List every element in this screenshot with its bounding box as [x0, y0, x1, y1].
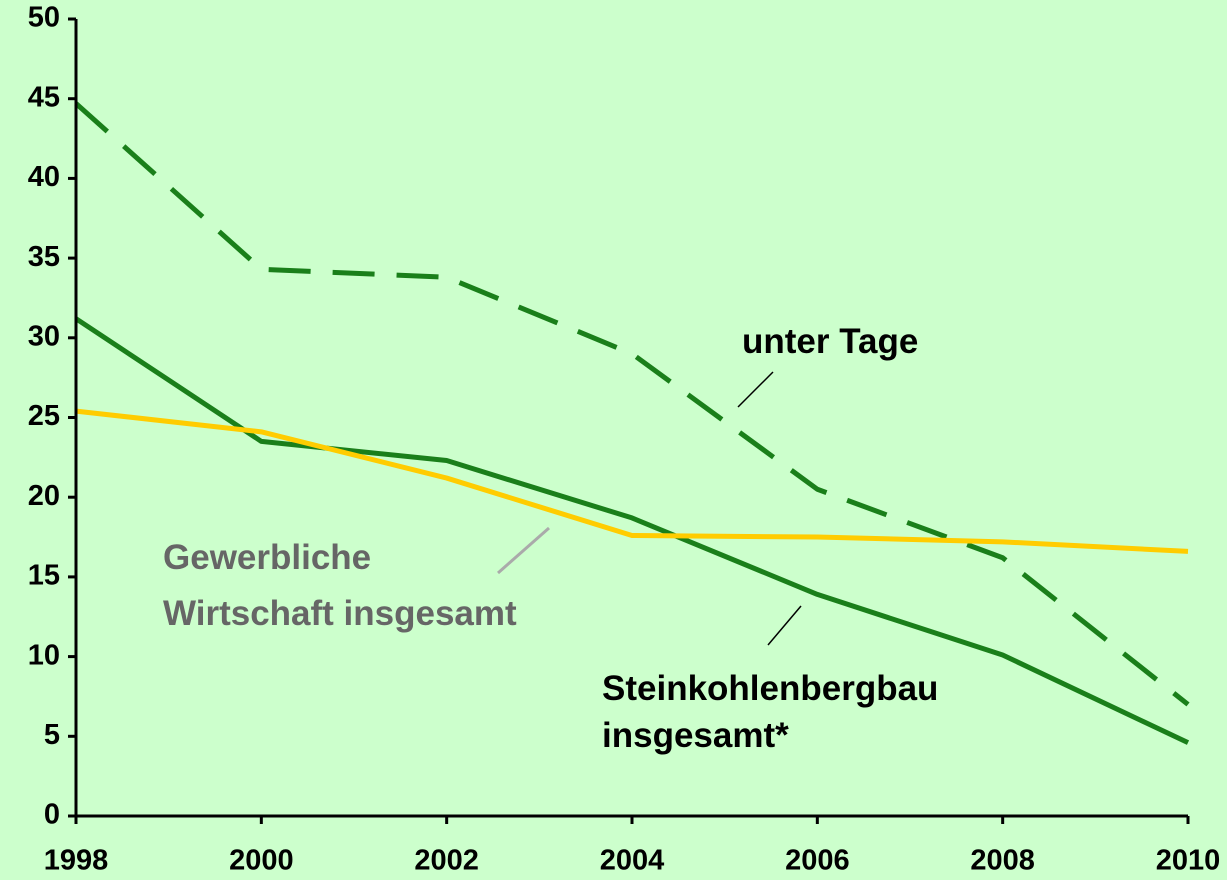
y-tick-label: 15 — [28, 560, 60, 592]
y-tick-label: 30 — [28, 320, 60, 352]
x-tick-label: 1998 — [44, 845, 109, 877]
y-tick-label: 50 — [28, 2, 60, 34]
series-line — [74, 101, 1190, 707]
x-tick-label: 2006 — [785, 845, 850, 877]
series-label: Steinkohlenbergbau insgesamt* — [602, 669, 939, 755]
x-tick-label: 2010 — [1156, 845, 1221, 877]
series-label: Gewerbliche Wirtschaft insgesamt — [163, 538, 517, 633]
leader-line — [497, 526, 550, 575]
leader-line — [737, 371, 774, 408]
leader-line — [767, 605, 802, 646]
y-tick-label: 40 — [28, 161, 60, 193]
y-tick-label: 20 — [28, 480, 60, 512]
series-line — [74, 316, 1190, 745]
series-line — [75, 408, 1189, 554]
y-tick-label: 0 — [44, 799, 60, 831]
x-tick-label: 2008 — [970, 845, 1035, 877]
x-tick-label: 2000 — [229, 845, 294, 877]
y-tick-label: 10 — [28, 639, 60, 671]
x-tick-label: 2002 — [414, 845, 479, 877]
y-tick-label: 35 — [28, 241, 60, 273]
y-tick-label: 5 — [44, 719, 60, 751]
y-tick-label: 25 — [28, 400, 60, 432]
series-label: unter Tage — [742, 322, 919, 361]
x-tick-label: 2004 — [600, 845, 665, 877]
y-tick-label: 45 — [28, 81, 60, 113]
